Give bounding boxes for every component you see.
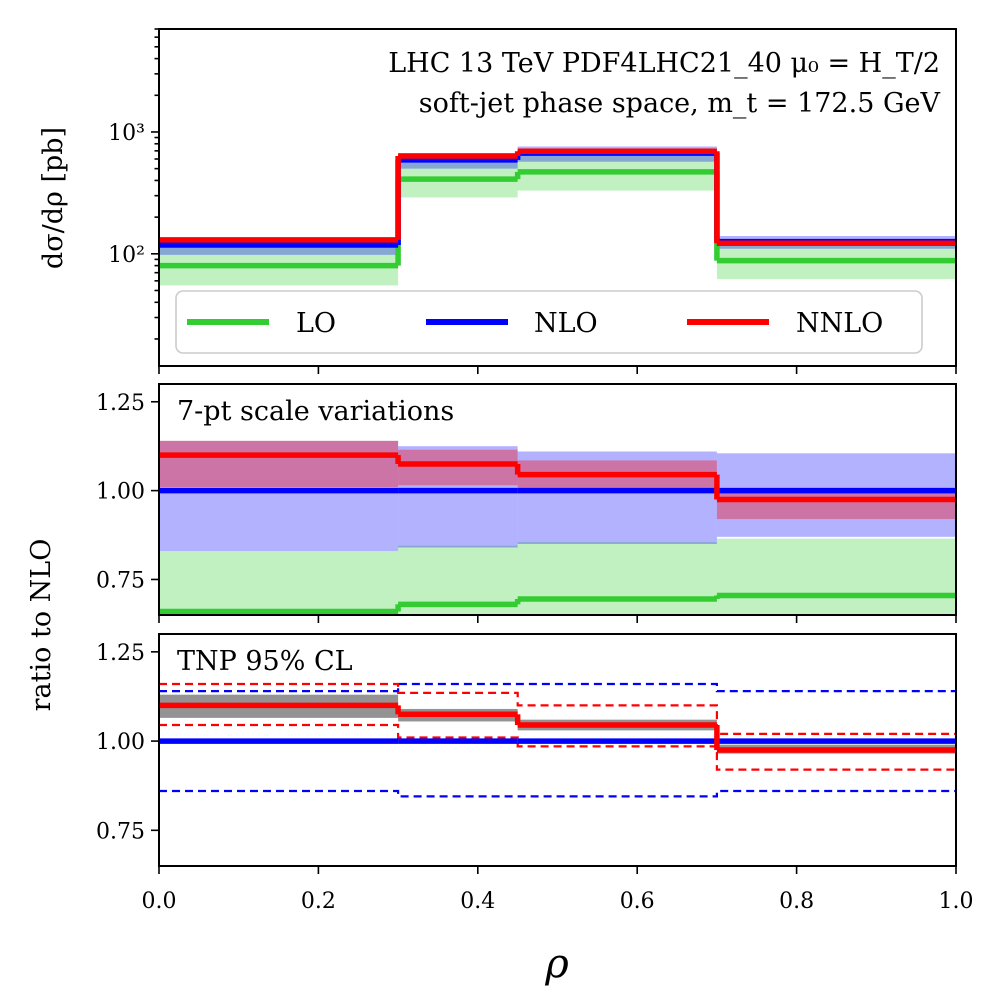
y-tick-label: 1.25: [96, 391, 145, 416]
y-tick-label: 0.75: [96, 819, 145, 844]
legend-label-nnlo: NNLO: [796, 308, 883, 339]
ratio-tnp-frame: [158, 633, 957, 867]
main-ylabel: dσ/dρ [pb]: [38, 127, 69, 269]
ratio-tnp-lines: [159, 682, 956, 798]
ratio-scale-lines: [159, 452, 956, 615]
shared-ylabel: ratio to NLO: [26, 539, 57, 712]
y-tick-label: 1.00: [96, 480, 145, 505]
main-lines: [159, 148, 956, 269]
x-tick-label: 0.6: [620, 889, 655, 914]
main-yticks: 10² 10³: [108, 28, 159, 340]
ratio-scale-yticks: 0.75 1.00 1.25: [96, 391, 159, 593]
band-lo-bin-0: [159, 551, 399, 615]
legend-label-nlo: NLO: [534, 308, 598, 339]
y-tick-label: 1.00: [96, 730, 145, 755]
legend: LO NLO NNLO: [175, 290, 923, 354]
y-tick-label: 10³: [108, 121, 145, 146]
band-nlo-bin-2: [517, 451, 717, 544]
band-lo-bin-2: [517, 542, 717, 615]
panel-main: 10² 10³ LHC 13 TeV PDF4LHC21_40 μ₀ = H_T/…: [38, 28, 957, 367]
main-title-line-2: soft-jet phase space, m_t = 172.5 GeV: [419, 88, 941, 119]
tnp-nlo-dashed-low: [159, 789, 956, 798]
x-axis-label: ρ: [544, 941, 569, 987]
tnp-nnlo-dashed-low: [159, 723, 956, 771]
x-tick-label: 0.0: [142, 889, 177, 914]
x-axis-ticks: 0.0 0.2 0.4 0.6 0.8 1.0: [142, 366, 974, 914]
y-tick-label: 1.25: [96, 641, 145, 666]
band-nlo-bin-3: [716, 453, 956, 537]
band-lo-bin-3: [716, 538, 956, 615]
x-tick-label: 0.8: [779, 889, 814, 914]
ratio-scale-frame: [158, 383, 957, 616]
ratio-tnp-annotation: TNP 95% CL: [177, 646, 353, 677]
ratio-scale-bands: [159, 440, 956, 615]
band-nnlo-bin-1: [398, 449, 518, 486]
y-tick-label: 0.75: [96, 568, 145, 593]
band-nlo-bin-0: [159, 440, 399, 552]
y-tick-label: 10²: [108, 243, 145, 268]
legend-label-lo: LO: [296, 308, 336, 339]
legend-box: [175, 290, 923, 354]
ratio-scale-annotation: 7-pt scale variations: [177, 396, 454, 427]
main-frame: [158, 28, 957, 367]
ratio-tnp-yticks: 0.75 1.00 1.25: [96, 641, 159, 844]
tnp-nlo-dashed-high: [159, 682, 956, 693]
main-title-line-1: LHC 13 TeV PDF4LHC21_40 μ₀ = H_T/2: [388, 48, 940, 79]
band-nnlo-bin-3: [716, 490, 956, 520]
panel-ratio-tnp: 0.75 1.00 1.25 TNP 95% CL: [96, 633, 957, 867]
band-nnlo-bin-0: [159, 440, 399, 488]
x-tick-label: 0.4: [460, 889, 495, 914]
panel-ratio-scale: 0.75 1.00 1.25 7-pt scale variations: [96, 383, 957, 616]
x-tick-label: 0.2: [301, 889, 336, 914]
x-tick-label: 1.0: [939, 889, 974, 914]
